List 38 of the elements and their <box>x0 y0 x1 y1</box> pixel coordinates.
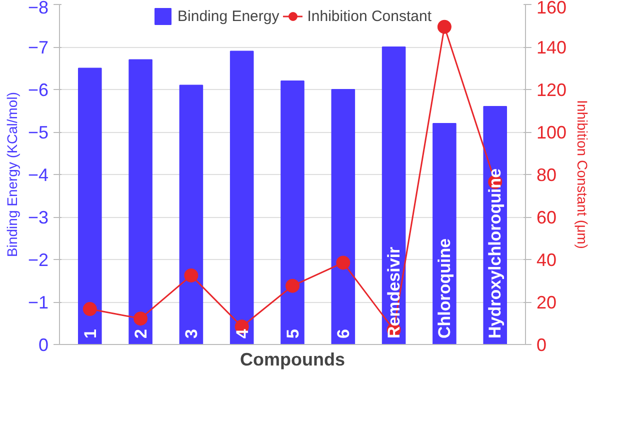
y2-tick-label: 40 <box>536 250 557 270</box>
point <box>437 20 452 34</box>
point <box>184 268 198 282</box>
y-tick-label: 0 <box>38 335 49 355</box>
point <box>134 312 148 326</box>
x-tick-label: Remdesivir <box>384 246 404 338</box>
y-tick-label: −3 <box>28 208 49 228</box>
x-tick-label: Hydroxylchloroquine <box>486 168 505 338</box>
x-tick-label: 6 <box>334 329 354 338</box>
y2-tick-label: 0 <box>536 335 547 355</box>
y2-axis-title: Inhibition Constant (μm) <box>574 100 591 249</box>
x-tick-label: 5 <box>284 329 302 338</box>
x-tick-label: 3 <box>182 329 202 338</box>
y2-tick-label: 160 <box>536 0 567 18</box>
point <box>286 278 300 293</box>
y-tick-label: −5 <box>28 122 49 142</box>
y-axis-title: Binding Energy (KCal/mol) <box>4 92 20 257</box>
y2-tick-label: 140 <box>536 38 567 58</box>
y-tick-label: −4 <box>28 165 49 185</box>
y-tick-label: −6 <box>28 80 49 100</box>
y-tick-label: −8 <box>28 0 49 18</box>
x-axis-title: Compounds <box>240 350 346 370</box>
x-tick-label: Chloroquine <box>434 238 454 338</box>
x-tick-label: 4 <box>232 328 252 338</box>
x-tick-label: 1 <box>80 329 100 338</box>
y2-tick-label: 120 <box>536 80 567 100</box>
legend-label: Inhibition Constant <box>307 8 432 24</box>
y-tick-label: −1 <box>28 292 49 312</box>
y2-tick-label: 100 <box>536 122 567 142</box>
point <box>82 302 97 316</box>
point <box>336 256 350 270</box>
y-tick-label: −2 <box>28 250 49 270</box>
y2-tick-label: 80 <box>536 165 557 185</box>
legend-label: Binding Energy <box>178 8 280 24</box>
y2-tick-label: 20 <box>536 292 557 312</box>
y2-tick-label: 60 <box>536 208 557 228</box>
y-tick-label: −7 <box>28 38 49 58</box>
x-tick-label: 2 <box>132 329 151 338</box>
